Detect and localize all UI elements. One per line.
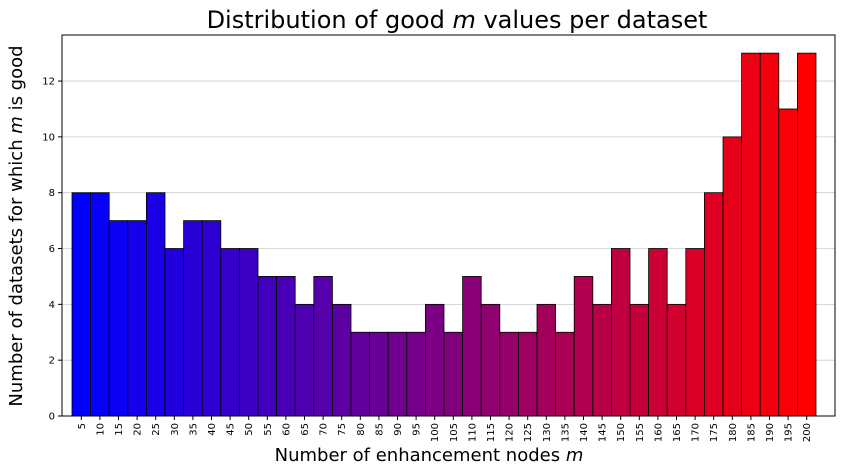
- x-axis-label: Number of enhancement nodes m: [275, 445, 584, 466]
- bar-155: [629, 303, 650, 417]
- bar-140: [573, 276, 594, 417]
- y-axis-ticks: 0 2 4 6 8 10 12: [42, 77, 62, 423]
- bar-165: [666, 303, 687, 417]
- x-tick-label: 80: [356, 423, 367, 436]
- bar-65: [294, 303, 315, 417]
- x-tick-label: 185: [746, 423, 757, 442]
- x-tick-label: 65: [300, 423, 311, 436]
- x-tick-label: 175: [709, 423, 720, 442]
- x-tick-label: 170: [691, 423, 702, 442]
- x-tick-label: 100: [430, 423, 441, 442]
- x-tick-label: 200: [802, 423, 813, 442]
- bar-100: [424, 303, 445, 417]
- x-tick-label: 70: [319, 423, 330, 436]
- bar-110: [462, 276, 482, 417]
- x-tick-label: 10: [95, 423, 106, 436]
- x-tick-label: 125: [523, 423, 534, 442]
- x-tick-label: 85: [374, 423, 385, 436]
- x-tick-label: 120: [505, 423, 516, 442]
- bar-115: [480, 303, 501, 417]
- x-tick-label: 105: [449, 423, 460, 442]
- bar-25: [145, 192, 166, 417]
- x-tick-label: 20: [133, 423, 144, 436]
- bar-185: [741, 52, 761, 417]
- x-tick-label: 55: [263, 423, 274, 436]
- bar-200: [797, 52, 817, 417]
- y-tick-label: 10: [42, 132, 55, 143]
- x-tick-label: 5: [77, 423, 88, 429]
- bar-180: [722, 136, 743, 417]
- bar-55: [257, 276, 278, 417]
- x-tick-label: 90: [393, 423, 404, 436]
- x-tick-label: 195: [784, 423, 795, 442]
- x-tick-label: 50: [244, 423, 255, 436]
- x-tick-label: 95: [412, 423, 423, 436]
- y-axis-label: Number of datasets for which m is good: [6, 45, 27, 406]
- y-tick-label: 12: [42, 77, 55, 88]
- bars: [71, 52, 817, 417]
- bar-130: [536, 303, 557, 417]
- y-tick-label: 8: [49, 188, 55, 199]
- y-tick-label: 0: [49, 412, 55, 423]
- bar-150: [611, 248, 631, 417]
- bar-45: [220, 248, 240, 417]
- bar-105: [443, 331, 464, 417]
- x-tick-label: 115: [486, 423, 497, 442]
- bar-95: [406, 331, 426, 417]
- x-tick-label: 180: [728, 423, 739, 442]
- bar-35: [183, 220, 203, 417]
- x-axis-ticks: 5 10 15 20 25 30 35 40 45 50 55 60 65 70 75 80 85 90 95 100…: [77, 416, 813, 442]
- bar-40: [201, 220, 222, 417]
- x-tick-label: 140: [579, 423, 590, 442]
- x-tick-label: 25: [151, 423, 162, 436]
- x-tick-label: 135: [560, 423, 571, 442]
- chart-title: Distribution of good m values per datase…: [207, 6, 708, 34]
- x-tick-label: 145: [598, 423, 609, 442]
- bar-125: [518, 331, 538, 417]
- bar-160: [648, 248, 668, 417]
- bar-85: [369, 331, 389, 417]
- bar-75: [331, 303, 352, 417]
- x-tick-label: 60: [281, 423, 292, 436]
- bar-190: [759, 52, 780, 417]
- bar-15: [108, 220, 129, 417]
- x-tick-label: 165: [672, 423, 683, 442]
- x-tick-label: 160: [653, 423, 664, 442]
- plot-frame: [61, 34, 836, 417]
- bar-80: [350, 331, 371, 417]
- x-tick-label: 190: [765, 423, 776, 442]
- x-tick-label: 150: [616, 423, 627, 442]
- bar-120: [499, 331, 519, 417]
- bar-5: [71, 192, 92, 417]
- bar-60: [276, 276, 296, 417]
- bar-90: [387, 331, 408, 417]
- bar-175: [704, 192, 724, 417]
- x-tick-label: 130: [542, 423, 553, 442]
- y-tick-label: 2: [49, 356, 55, 367]
- bar-30: [164, 248, 185, 417]
- y-tick-label: 6: [49, 244, 55, 255]
- x-tick-label: 30: [170, 423, 181, 436]
- bar-20: [127, 220, 147, 417]
- bar-145: [592, 303, 612, 417]
- bar-50: [238, 248, 259, 417]
- bar-10: [90, 192, 110, 417]
- x-tick-label: 155: [635, 423, 646, 442]
- bar-70: [313, 276, 333, 417]
- x-tick-label: 45: [226, 423, 237, 436]
- bar-170: [685, 248, 705, 417]
- x-tick-label: 110: [467, 423, 478, 442]
- bar-195: [778, 108, 798, 417]
- x-tick-label: 35: [188, 423, 199, 436]
- x-tick-label: 40: [207, 423, 218, 436]
- y-tick-label: 4: [49, 300, 55, 311]
- bar-135: [555, 331, 575, 417]
- x-tick-label: 75: [337, 423, 348, 436]
- x-tick-label: 15: [114, 423, 125, 436]
